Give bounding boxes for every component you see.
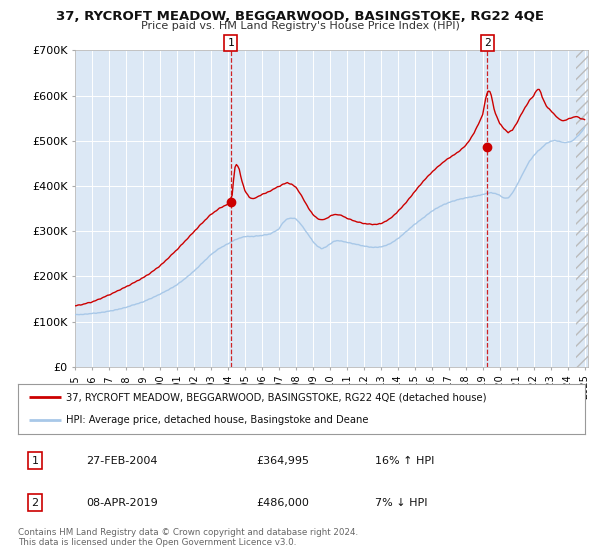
- Text: 08-APR-2019: 08-APR-2019: [86, 498, 158, 507]
- Text: Price paid vs. HM Land Registry's House Price Index (HPI): Price paid vs. HM Land Registry's House …: [140, 21, 460, 31]
- Text: 2: 2: [484, 38, 491, 48]
- Text: 2: 2: [31, 498, 38, 507]
- Text: £486,000: £486,000: [256, 498, 309, 507]
- Text: Contains HM Land Registry data © Crown copyright and database right 2024.
This d: Contains HM Land Registry data © Crown c…: [18, 528, 358, 547]
- Text: 37, RYCROFT MEADOW, BEGGARWOOD, BASINGSTOKE, RG22 4QE: 37, RYCROFT MEADOW, BEGGARWOOD, BASINGST…: [56, 10, 544, 23]
- Text: HPI: Average price, detached house, Basingstoke and Deane: HPI: Average price, detached house, Basi…: [66, 416, 368, 426]
- Bar: [576, 50, 588, 367]
- Text: 1: 1: [227, 38, 234, 48]
- Text: 37, RYCROFT MEADOW, BEGGARWOOD, BASINGSTOKE, RG22 4QE (detached house): 37, RYCROFT MEADOW, BEGGARWOOD, BASINGST…: [66, 392, 487, 402]
- Text: £364,995: £364,995: [256, 456, 309, 465]
- Text: 1: 1: [32, 456, 38, 465]
- Text: 16% ↑ HPI: 16% ↑ HPI: [375, 456, 434, 465]
- Text: 7% ↓ HPI: 7% ↓ HPI: [375, 498, 428, 507]
- Text: 27-FEB-2004: 27-FEB-2004: [86, 456, 158, 465]
